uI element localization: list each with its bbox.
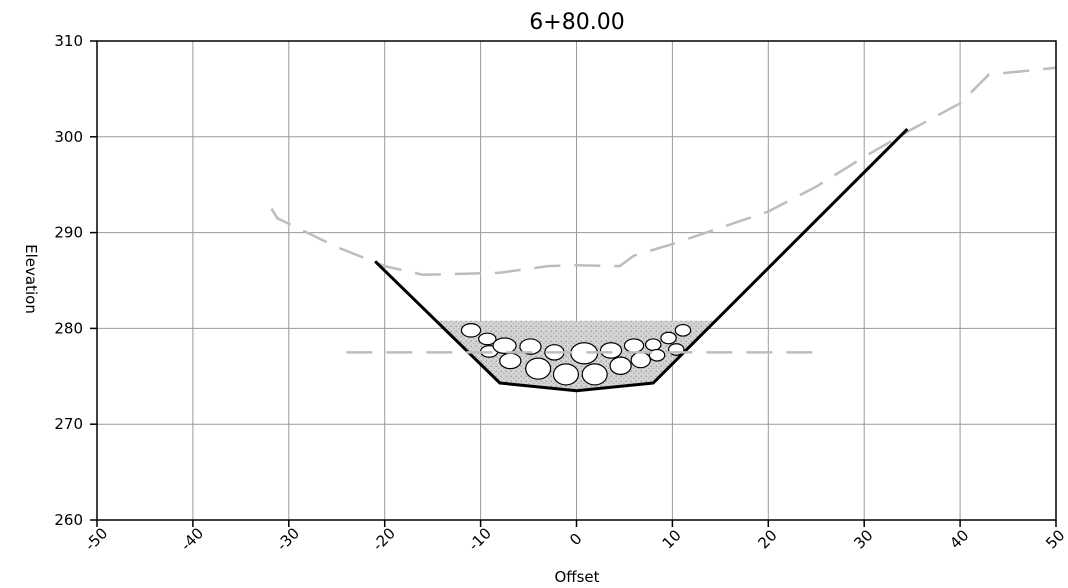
riprap-stone — [492, 337, 517, 354]
riprap-stone — [525, 357, 552, 380]
dashed-series-line — [270, 66, 1057, 277]
axis-ticks: -50 -40 -30 -20 -10 0 10 20 30 40 50 260 270 280 290 30… — [54, 32, 1068, 554]
x-tick-label: 40 — [946, 526, 972, 552]
riprap-stone — [609, 356, 632, 375]
x-tick-label: 30 — [850, 526, 876, 552]
x-tick-label: 20 — [754, 526, 780, 552]
y-tick-label: 270 — [54, 415, 83, 433]
riprap-stone — [478, 332, 497, 346]
riprap-stone — [648, 348, 666, 362]
chart-title: 6+80.00 — [529, 10, 624, 35]
riprap-stone — [599, 342, 623, 359]
riprap-layer — [435, 320, 716, 391]
channel-section-line — [374, 128, 909, 393]
y-tick-label: 300 — [54, 128, 83, 146]
x-tick-label: -40 — [177, 524, 207, 554]
series-lines — [270, 66, 1057, 393]
riprap-stone — [552, 363, 580, 386]
x-axis-label: Offset — [554, 568, 599, 586]
x-tick-label: -20 — [369, 524, 399, 554]
riprap-stone — [499, 352, 522, 370]
y-axis-label: Elevation — [22, 244, 40, 314]
x-tick-label: -50 — [81, 524, 111, 554]
y-tick-label: 290 — [54, 224, 83, 242]
x-tick-label: -30 — [273, 524, 303, 554]
riprap-stone — [630, 351, 651, 369]
riprap-stone — [660, 331, 677, 345]
plot-frame — [96, 40, 1057, 521]
y-tick-label: 280 — [54, 319, 83, 337]
riprap-stone — [644, 338, 662, 352]
x-tick-label: 50 — [1042, 526, 1068, 552]
riprap-stone — [674, 323, 692, 337]
riprap-stone — [460, 323, 482, 338]
riprap-stone — [623, 338, 645, 353]
grid-lines — [96, 40, 1057, 521]
x-tick-label: 0 — [566, 530, 585, 549]
y-tick-label: 260 — [54, 511, 83, 529]
riprap-stone — [519, 338, 542, 355]
y-tick-label: 310 — [54, 32, 83, 50]
riprap-stone — [581, 363, 608, 386]
x-tick-label: 10 — [659, 526, 685, 552]
x-tick-label: -10 — [465, 524, 495, 554]
